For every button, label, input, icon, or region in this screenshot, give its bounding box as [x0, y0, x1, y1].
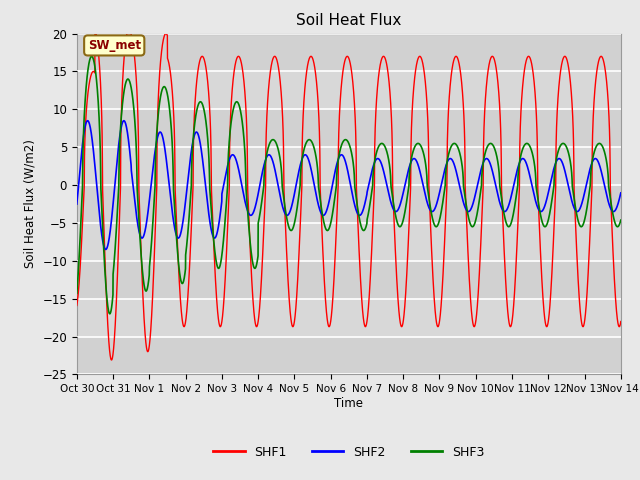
Line: SHF2: SHF2 [77, 120, 621, 250]
SHF3 [616, 219, 624, 225]
Bar [77, 261, 621, 299]
SHF2 [616, 192, 624, 198]
SHF2 [441, 167, 449, 173]
Title: Soil Heat Flux: Soil Heat Flux [296, 13, 401, 28]
SHF2 [617, 190, 625, 196]
SHF1 [108, 357, 115, 363]
Line: SHF1: SHF1 [77, 34, 621, 360]
SHF1 [73, 302, 81, 308]
Text: SW_met: SW_met [88, 39, 141, 52]
Bar [77, 34, 621, 72]
SHF1 [329, 299, 337, 304]
SHF1 [617, 319, 625, 324]
X-axis label: Time: Time [334, 397, 364, 410]
SHF1 [616, 322, 624, 327]
SHF2 [73, 201, 81, 207]
SHF1 [441, 236, 449, 242]
SHF3 [502, 218, 509, 224]
SHF3 [329, 210, 337, 216]
SHF3 [88, 53, 95, 59]
SHF2 [329, 181, 337, 187]
Legend: SHF1, SHF2, SHF3: SHF1, SHF2, SHF3 [209, 441, 489, 464]
SHF3 [171, 208, 179, 214]
Bar [77, 109, 621, 147]
SHF3 [471, 220, 479, 226]
Line: SHF3: SHF3 [77, 56, 621, 314]
SHF2 [102, 247, 109, 252]
Y-axis label: Soil Heat Flux (W/m2): Soil Heat Flux (W/m2) [24, 140, 36, 268]
SHF1 [171, 150, 179, 156]
SHF3 [617, 217, 625, 223]
SHF2 [84, 118, 92, 123]
SHF3 [106, 311, 114, 317]
SHF1 [471, 323, 479, 329]
SHF2 [471, 194, 479, 200]
SHF1 [91, 31, 99, 36]
SHF3 [441, 186, 449, 192]
Bar [77, 336, 621, 374]
SHF1 [502, 278, 509, 284]
SHF2 [502, 208, 509, 214]
Bar [77, 185, 621, 223]
SHF3 [73, 290, 81, 296]
SHF2 [171, 226, 179, 232]
